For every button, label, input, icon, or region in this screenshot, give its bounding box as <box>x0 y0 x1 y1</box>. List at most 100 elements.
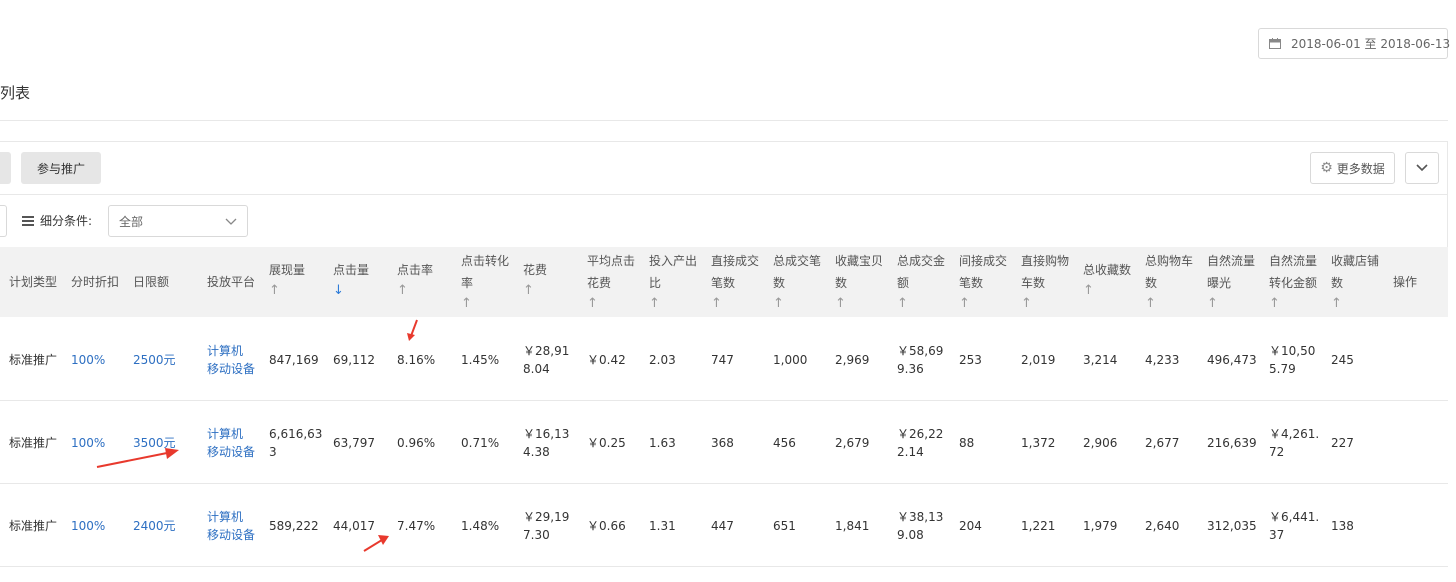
cell-text: 447 <box>711 518 734 533</box>
column-header[interactable]: 投入产出比 ↑ <box>649 247 697 317</box>
cell-natural-gmv: ￥6,441. 37 <box>1269 508 1319 544</box>
cell-platform-link[interactable]: 计算机 移动设备 <box>207 342 255 378</box>
filter-label: 细分条件: <box>22 212 92 229</box>
column-header[interactable]: 平均点击 花费 ↑ <box>587 247 635 317</box>
column-header: 投放平台 <box>207 247 255 317</box>
cell-text: 88 <box>959 435 975 450</box>
cell-text: 0.71% <box>461 435 500 450</box>
sort-asc-icon[interactable]: ↑ <box>461 296 472 311</box>
cell-text: 7.30 <box>523 527 550 542</box>
sort-desc-icon[interactable]: ↓ <box>333 283 344 298</box>
column-header[interactable]: 自然流量 曝光 ↑ <box>1207 247 1255 317</box>
sort-asc-icon[interactable]: ↑ <box>523 283 534 298</box>
cell-ctr: 7.47% <box>397 517 435 535</box>
filter-input-partial[interactable] <box>0 205 7 237</box>
cell-text: ￥6,441. <box>1269 509 1320 524</box>
sort-asc-icon[interactable]: ↑ <box>587 296 598 311</box>
column-header[interactable]: 总购物车数 ↑ <box>1145 247 1193 317</box>
cell-text: 移动设备 <box>207 361 256 376</box>
cell-discount-link[interactable]: 100% <box>71 517 105 535</box>
cell-total-cart: 4,233 <box>1145 351 1179 369</box>
tab-participate-button[interactable]: 参与推广 <box>21 152 101 184</box>
cell-clicks: 69,112 <box>333 351 375 369</box>
cell-cpc: ￥0.66 <box>587 517 626 535</box>
column-header[interactable]: 总成交笔数 ↑ <box>773 247 821 317</box>
more-data-button[interactable]: ⚙ 更多数据 <box>1310 152 1395 184</box>
filter-select[interactable]: 全部 <box>108 205 248 237</box>
cell-platform-link[interactable]: 计算机 移动设备 <box>207 425 255 461</box>
column-header-label: 总成交金 <box>897 254 946 268</box>
cell-ctr: 0.96% <box>397 434 435 452</box>
column-header[interactable]: 直接购物 车数 ↑ <box>1021 247 1069 317</box>
column-header-label: 操作 <box>1393 275 1418 289</box>
cell-text: 标准推广 <box>9 518 58 533</box>
cell-direct-orders: 368 <box>711 434 734 452</box>
sort-asc-icon[interactable]: ↑ <box>1207 296 1218 311</box>
cell-gmv: ￥26,22 2.14 <box>897 425 943 461</box>
sort-asc-icon[interactable]: ↑ <box>649 296 660 311</box>
sort-asc-icon[interactable]: ↑ <box>1269 296 1280 311</box>
divider <box>0 120 1448 121</box>
tab-button-partial[interactable] <box>0 152 11 184</box>
column-header-label-line2: 数 <box>773 276 786 290</box>
column-header[interactable]: 花费 ↑ <box>523 247 547 317</box>
cell-platform-link[interactable]: 计算机 移动设备 <box>207 508 255 544</box>
column-header[interactable]: 总成交金额 ↑ <box>897 247 945 317</box>
cell-text: 44,017 <box>333 518 375 533</box>
column-header-label: 直接成交 <box>711 254 760 268</box>
column-header[interactable]: 直接成交 笔数 ↑ <box>711 247 759 317</box>
date-range-picker[interactable]: 2018-06-01 至 2018-06-13 <box>1258 28 1450 59</box>
cell-total-orders: 651 <box>773 517 796 535</box>
column-header[interactable]: 点击量 ↓ <box>333 247 369 317</box>
column-header-label-line2: 笔数 <box>959 276 984 290</box>
column-header[interactable]: 总收藏数 ↑ <box>1083 247 1131 317</box>
cell-cvr: 1.45% <box>461 351 499 369</box>
sort-asc-icon[interactable]: ↑ <box>711 296 722 311</box>
column-header-label: 直接购物 <box>1021 254 1070 268</box>
sort-asc-icon[interactable]: ↑ <box>897 296 908 311</box>
column-header[interactable]: 收藏宝贝数 ↑ <box>835 247 883 317</box>
column-header[interactable]: 收藏店铺数 ↑ <box>1331 247 1379 317</box>
sort-asc-icon[interactable]: ↑ <box>1021 296 1032 311</box>
column-header-label: 日限额 <box>133 275 170 289</box>
sort-asc-icon[interactable]: ↑ <box>1145 296 1156 311</box>
filter-select-value: 全部 <box>119 214 144 229</box>
sort-asc-icon[interactable]: ↑ <box>835 296 846 311</box>
cell-discount-link[interactable]: 100% <box>71 434 105 452</box>
column-header-label-line2: 率 <box>461 276 474 290</box>
cell-text: ￥0.66 <box>587 518 626 533</box>
cell-daily-limit-link[interactable]: 2400元 <box>133 517 176 535</box>
cell-text: 1,841 <box>835 518 870 533</box>
column-header-label-line2: 比 <box>649 276 662 290</box>
cell-text: 计算机 <box>207 343 244 358</box>
cell-text: 2,969 <box>835 352 870 367</box>
annotation-arrow <box>363 535 389 552</box>
column-header[interactable]: 点击率 ↑ <box>397 247 433 317</box>
column-header[interactable]: 点击转化率 ↑ <box>461 247 509 317</box>
sort-asc-icon[interactable]: ↑ <box>959 296 970 311</box>
sort-asc-icon[interactable]: ↑ <box>1083 283 1094 298</box>
cell-text: 651 <box>773 518 796 533</box>
column-header[interactable]: 间接成交 笔数 ↑ <box>959 247 1007 317</box>
cell-text: 589,222 <box>269 518 319 533</box>
cell-discount-link[interactable]: 100% <box>71 351 105 369</box>
calendar-icon <box>1269 38 1281 49</box>
expand-button[interactable] <box>1405 152 1439 184</box>
sort-asc-icon[interactable]: ↑ <box>397 283 408 298</box>
cell-ctr: 8.16% <box>397 351 435 369</box>
column-header[interactable]: 自然流量 转化金额 ↑ <box>1269 247 1317 317</box>
column-header-label-line2: 花费 <box>587 276 612 290</box>
sort-asc-icon[interactable]: ↑ <box>1331 296 1342 311</box>
cell-text: ￥4,261. <box>1269 426 1320 441</box>
column-header[interactable]: 展现量 ↑ <box>269 247 305 317</box>
cell-daily-limit-link[interactable]: 3500元 <box>133 434 176 452</box>
cell-text: 1.31 <box>649 518 676 533</box>
list-icon <box>22 215 34 226</box>
sort-asc-icon[interactable]: ↑ <box>269 283 280 298</box>
cell-daily-limit-link[interactable]: 2500元 <box>133 351 176 369</box>
column-header-label: 自然流量 <box>1269 254 1318 268</box>
cell-text: 5.79 <box>1269 361 1296 376</box>
cell-cpc: ￥0.42 <box>587 351 626 369</box>
cell-text: 847,169 <box>269 352 319 367</box>
sort-asc-icon[interactable]: ↑ <box>773 296 784 311</box>
